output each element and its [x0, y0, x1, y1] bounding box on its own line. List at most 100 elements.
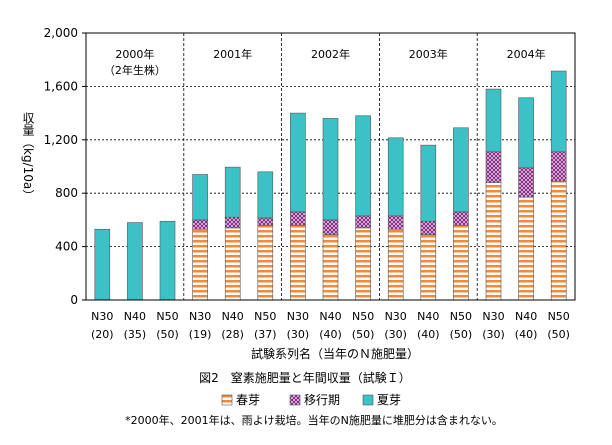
x-tick-sublabel: (50): [450, 328, 473, 341]
legend: 春芽 移行期 夏芽: [221, 393, 401, 407]
group-label-year: 2000年: [115, 47, 154, 61]
bar-segment-summer: [518, 97, 534, 169]
bar-segment-spring: [224, 227, 241, 301]
x-tick-sublabel: (40): [319, 328, 342, 341]
x-tick-sublabel: (28): [221, 328, 244, 341]
group-label-year: 2004年: [507, 47, 546, 61]
group-label-sub: （2年生株）: [104, 63, 166, 77]
y-tick-label: 1,200: [44, 133, 78, 147]
bar-segment-spring: [322, 234, 339, 301]
bar-segment-summer: [387, 137, 404, 217]
x-tick-sublabel: (30): [287, 328, 310, 341]
bar-segment-summer: [192, 174, 208, 221]
bar-segment-transition: [355, 215, 371, 229]
bar-segment-transition: [453, 211, 469, 226]
group-label-year: 2001年: [213, 47, 252, 61]
x-tick-label: N40: [417, 310, 439, 323]
x-tick-label: N30: [482, 310, 504, 323]
y-tick-label: 400: [55, 240, 78, 254]
bar-segment-transition: [387, 215, 404, 230]
x-tick-sublabel: (50): [352, 328, 375, 341]
x-tick-label: N50: [352, 310, 374, 323]
y-axis-label: 収量（kg/10a）: [21, 112, 35, 202]
bar-segment-summer: [290, 112, 306, 213]
x-tick-label: N40: [515, 310, 537, 323]
x-tick-sublabel: (35): [124, 328, 147, 341]
bar-segment-summer: [94, 228, 111, 301]
x-tick-label: N40: [319, 310, 341, 323]
x-tick-label: N50: [156, 310, 178, 323]
x-tick-sublabel: (30): [482, 328, 505, 341]
x-tick-labels: N30 (20) N40 (35) N50 (50) N30 (19) N40 (28) N50 (3…: [91, 310, 570, 341]
bar-segment-summer: [322, 118, 339, 221]
x-axis-label: 試験系列名（当年のＮ施肥量）: [251, 346, 419, 361]
bar-segment-transition: [322, 219, 339, 235]
legend-swatch: [289, 394, 301, 406]
y-tick-label: 800: [55, 186, 78, 200]
footnote: *2000年、2001年は、雨よけ栽培。当年のN施肥量に堆肥分は含まれない。: [125, 413, 503, 427]
bar-segment-summer: [257, 171, 274, 219]
bar-segment-transition: [192, 219, 208, 230]
x-tick-label: N30: [287, 310, 309, 323]
axes: [82, 32, 576, 301]
bar-segment-spring: [550, 180, 567, 301]
group-labels: 2000年 （2年生株） 2001年 2002年 2003年 2004年: [104, 47, 546, 77]
bar-segment-summer: [550, 70, 567, 153]
bar-segment-summer: [127, 222, 143, 301]
bar-segment-transition: [290, 211, 306, 226]
x-tick-sublabel: (37): [254, 328, 277, 341]
group-separators: [183, 33, 478, 300]
x-tick-label: N30: [385, 310, 407, 323]
bar-segment-spring: [518, 196, 534, 301]
legend-swatch: [221, 394, 233, 406]
bar-segment-spring: [453, 224, 469, 301]
bar-segment-spring: [420, 234, 437, 301]
bar-segment-spring: [192, 228, 208, 301]
bar-segment-spring: [290, 224, 306, 301]
x-tick-label: N30: [91, 310, 113, 323]
bar-segment-spring: [257, 224, 274, 301]
x-tick-sublabel: (30): [384, 328, 407, 341]
x-tick-label: N50: [548, 310, 570, 323]
bar-segment-summer: [420, 144, 437, 222]
bar-segment-transition: [420, 220, 437, 235]
y-tick-label: 1,600: [44, 79, 78, 93]
legend-label: 移行期: [304, 393, 340, 407]
x-tick-sublabel: (19): [189, 328, 212, 341]
legend-label: 夏芽: [377, 393, 401, 407]
x-tick-sublabel: (50): [547, 328, 570, 341]
bar-segment-transition: [518, 167, 534, 198]
plot-frame: [85, 32, 576, 301]
bar-segment-summer: [159, 220, 176, 301]
x-tick-label: N50: [254, 310, 276, 323]
bar-segment-summer: [355, 115, 371, 217]
bar-segment-summer: [453, 127, 469, 213]
x-tick-label: N40: [222, 310, 244, 323]
x-tick-sublabel: (50): [156, 328, 179, 341]
x-tick-sublabel: (40): [417, 328, 440, 341]
bar-segment-spring: [485, 182, 502, 301]
x-tick-label: N30: [189, 310, 211, 323]
y-tick-labels: 0 400 800 1,200 1,600 2,000: [44, 26, 78, 307]
bar-segment-summer: [224, 166, 241, 218]
bar-segment-transition: [257, 217, 274, 226]
x-tick-label: N50: [450, 310, 472, 323]
group-label-year: 2002年: [311, 47, 350, 61]
x-tick-sublabel: (20): [91, 328, 114, 341]
legend-swatch: [362, 394, 374, 406]
y-tick-label: 0: [70, 293, 78, 307]
bars: [94, 70, 567, 301]
bar-segment-transition: [485, 151, 502, 183]
bar-segment-transition: [224, 216, 241, 229]
bar-segment-spring: [355, 227, 371, 301]
x-tick-label: N40: [124, 310, 146, 323]
bar-segment-summer: [485, 88, 502, 153]
group-label-year: 2003年: [409, 47, 448, 61]
y-tick-label: 2,000: [44, 26, 78, 40]
bar-segment-transition: [550, 151, 567, 182]
figure-caption: 図2 窒素施肥量と年間収量（試験Ｉ）: [199, 370, 411, 385]
x-tick-sublabel: (40): [515, 328, 538, 341]
bar-segment-spring: [387, 228, 404, 301]
legend-label: 春芽: [236, 393, 260, 407]
